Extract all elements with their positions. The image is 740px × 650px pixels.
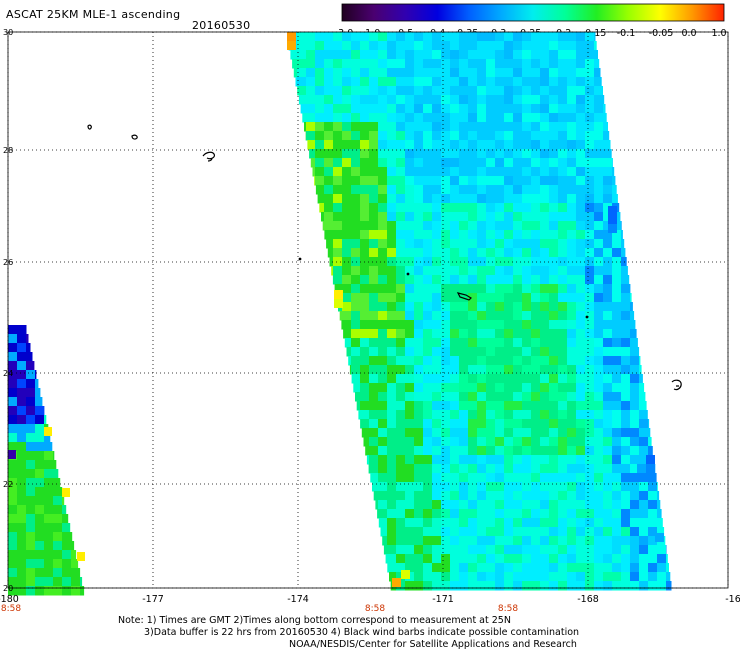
time-label: 8:58	[365, 604, 385, 614]
colorbar-gradient	[341, 3, 725, 22]
time-label: 8:58	[498, 604, 518, 614]
lon-label: -180	[0, 594, 19, 605]
lat-label: 24	[3, 369, 13, 378]
lat-label: 22	[3, 480, 13, 489]
colorbar-label: 1.0	[711, 28, 726, 39]
product-title: ASCAT 25KM MLE-1 ascending	[6, 8, 181, 21]
swath-data	[8, 32, 672, 596]
time-label: 8:58	[1, 604, 21, 614]
lon-label: -174	[287, 594, 309, 605]
lon-label: -177	[142, 594, 164, 605]
island-3	[202, 151, 216, 162]
lon-label: -16	[725, 594, 740, 605]
island-5	[671, 379, 682, 391]
product-date: 20160530	[192, 19, 251, 32]
island-4	[456, 292, 472, 301]
lon-label: -168	[577, 594, 599, 605]
lon-label: -171	[432, 594, 454, 605]
island-outlines	[87, 124, 682, 391]
lat-label: 30	[3, 28, 13, 37]
lat-label: 26	[3, 258, 13, 267]
colorbar-label: -0.05	[649, 28, 674, 39]
lat-label: 20	[3, 584, 13, 593]
footer-note-3: NOAA/NESDIS/Center for Satellite Applica…	[289, 639, 577, 650]
lat-label: 28	[3, 146, 13, 155]
island-1	[87, 124, 92, 130]
footer-note-1: Note: 1) Times are GMT 2)Times along bot…	[118, 615, 511, 626]
plot-frame	[7, 31, 729, 589]
footer-note-2: 3)Data buffer is 22 hrs from 20160530 4)…	[144, 627, 580, 638]
island-2	[131, 134, 138, 140]
colorbar-label: -0.1	[617, 28, 636, 39]
colorbar-label: 0.0	[681, 28, 696, 39]
